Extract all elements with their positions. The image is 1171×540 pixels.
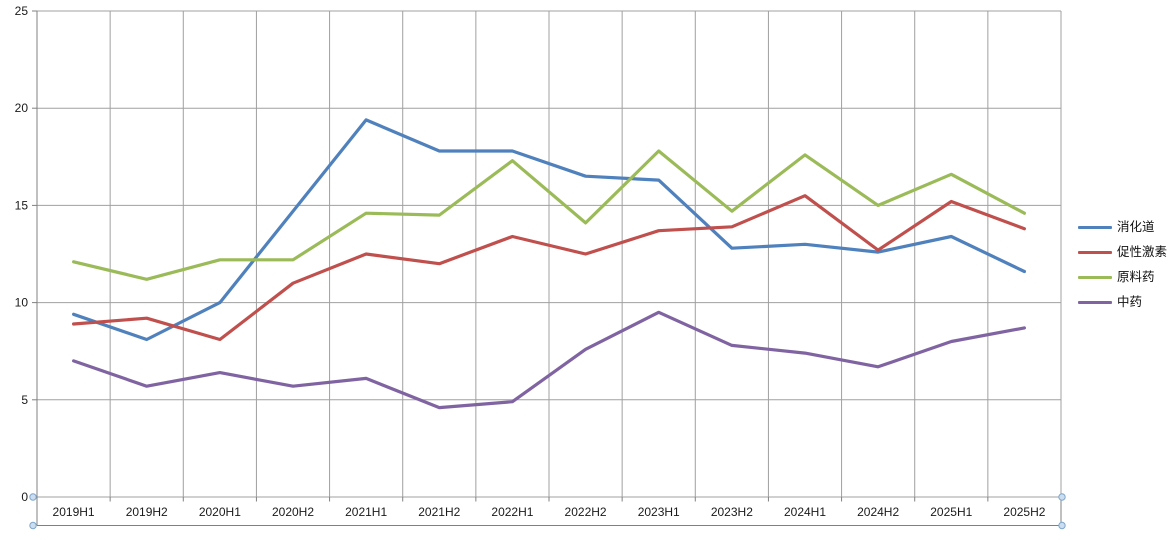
legend-item-2[interactable]: 原料药 <box>1078 270 1167 285</box>
x-category-label: 2025H2 <box>1003 505 1045 519</box>
x-category-label: 2020H2 <box>272 505 314 519</box>
legend-label: 原料药 <box>1117 270 1155 284</box>
legend-item-1[interactable]: 促性激素 <box>1078 245 1167 260</box>
legend-swatch-line <box>1078 276 1112 279</box>
selection-handle[interactable] <box>29 493 37 501</box>
legend-label: 促性激素 <box>1117 245 1168 259</box>
legend-swatch-line <box>1078 226 1112 229</box>
y-tick-label: 0 <box>21 490 28 504</box>
legend-label: 中药 <box>1117 295 1143 309</box>
x-category-label: 2019H1 <box>53 505 95 519</box>
series-line-2[interactable] <box>71 149 1027 281</box>
x-category-label: 2020H1 <box>199 505 241 519</box>
x-category-label: 2023H2 <box>711 505 753 519</box>
legend-label: 消化道 <box>1117 220 1155 234</box>
x-category-label: 2021H1 <box>345 505 387 519</box>
x-category-label: 2025H1 <box>930 505 972 519</box>
x-category-label: 2019H2 <box>126 505 168 519</box>
selection-handle[interactable] <box>1058 493 1066 501</box>
x-category-label: 2022H1 <box>491 505 533 519</box>
legend-item-3[interactable]: 中药 <box>1078 295 1167 310</box>
series-line-3[interactable] <box>71 310 1027 410</box>
x-category-label: 2024H2 <box>857 505 899 519</box>
y-tick-label: 10 <box>15 296 29 310</box>
selection-handle[interactable] <box>1058 521 1066 530</box>
chart-legend: 消化道 促性激素 原料药 中药 <box>1078 220 1167 310</box>
y-tick-label: 25 <box>15 4 29 18</box>
legend-swatch-line <box>1078 301 1112 304</box>
y-tick-label: 5 <box>21 393 28 407</box>
selection-handle[interactable] <box>29 521 37 530</box>
x-category-label: 2024H1 <box>784 505 826 519</box>
x-category-label: 2021H2 <box>418 505 460 519</box>
series-line-0[interactable] <box>71 118 1027 342</box>
y-tick-label: 20 <box>15 101 29 115</box>
x-category-label: 2022H2 <box>565 505 607 519</box>
x-category-label: 2023H1 <box>638 505 680 519</box>
legend-swatch-line <box>1078 251 1112 254</box>
series-line-1[interactable] <box>71 194 1027 342</box>
legend-item-0[interactable]: 消化道 <box>1078 220 1167 235</box>
y-tick-label: 15 <box>15 198 29 212</box>
